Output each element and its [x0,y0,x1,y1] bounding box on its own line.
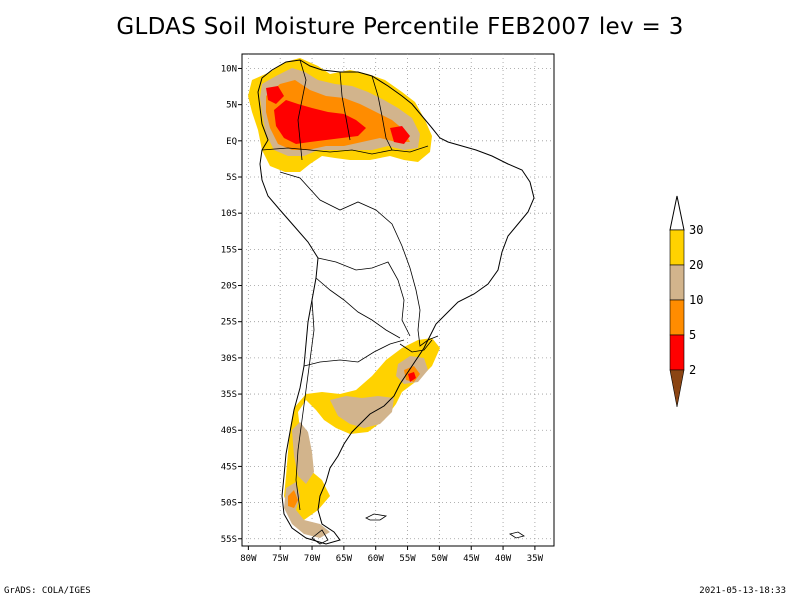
footer-credit: GrADS: COLA/IGES [4,586,91,596]
shade-30-south [284,338,440,520]
lat-tick-label: 30S [221,354,237,364]
lat-tick-label: 5S [226,173,237,183]
legend-swatch [669,334,685,371]
footer-timestamp: 2021-05-13-18:33 [699,586,786,596]
legend-swatch [669,229,685,266]
lon-tick-label: 45W [463,554,480,564]
shade-5-north [274,100,366,144]
lat-tick-label: 35S [221,390,237,400]
lat-tick-label: 20S [221,282,237,292]
shade-20-south [330,396,394,428]
lat-tick-label: 55S [221,535,237,545]
lat-tick-label: 15S [221,245,237,255]
legend-top-arrow [669,195,685,231]
lon-tick-label: 60W [368,554,385,564]
lon-tick-label: 55W [399,554,416,564]
lat-tick-label: 40S [221,426,237,436]
legend-label: 2 [689,363,696,377]
shade-20-south-andes [292,422,314,484]
lat-tick-label: 25S [221,318,237,328]
lon-tick-label: 70W [304,554,321,564]
legend-label: 20 [689,258,703,272]
shade-5-north-west [266,86,284,104]
lon-tick-label: 40W [495,554,512,564]
shade-10-patagonia [288,490,298,508]
legend-label: 5 [689,328,696,342]
longitude-labels: 80W 75W 70W 65W 60W 55W 50W 45W 40W 35W [240,546,544,564]
lat-tick-label: EQ [226,137,237,147]
legend-swatch [669,369,685,408]
continent-outline [257,59,535,545]
lon-tick-label: 50W [431,554,448,564]
colorbar-legend: 30 20 10 5 2 [669,195,703,408]
lat-tick-label: 10S [221,209,237,219]
lat-tick-label: 5N [226,101,237,111]
legend-label: 10 [689,293,703,307]
legend-swatch [669,299,685,336]
percentile-shading [248,58,440,538]
lon-tick-label: 35W [527,554,544,564]
lat-tick-label: 10N [221,64,237,74]
country-borders [261,59,439,511]
lon-tick-label: 65W [336,554,353,564]
lat-tick-label: 50S [221,499,237,509]
shade-5-north-east [390,126,410,144]
lon-tick-label: 80W [240,554,257,564]
lon-tick-label: 75W [272,554,289,564]
shade-5-uruguay [408,372,416,382]
islands [311,513,525,545]
lat-tick-label: 45S [221,462,237,472]
map-title: GLDAS Soil Moisture Percentile FEB2007 l… [116,14,684,40]
legend-swatch [669,264,685,301]
latitude-labels: 10N 5N EQ 5S 10S 15S 20S 25S 30S 35S 40S 45S 50S 55S [221,64,242,545]
legend-label: 30 [689,223,703,237]
